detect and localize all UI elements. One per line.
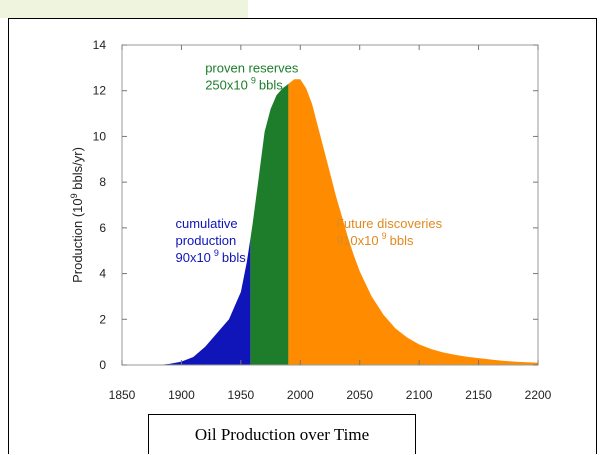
x-tick-label: 2150 bbox=[465, 388, 492, 402]
annotation-line: 90x10 9 bbls bbox=[175, 248, 246, 265]
area-future-discoveries bbox=[288, 79, 538, 366]
area-cumulative-production bbox=[157, 238, 251, 365]
chart-axes: 0 2 4 6 8 10 12 14 1850 1900 1950 2000 2050 2100 2150 2… bbox=[93, 38, 552, 402]
annotation-line: production bbox=[175, 233, 236, 248]
annotation-line: cumulative bbox=[175, 216, 237, 231]
plot-border bbox=[121, 44, 539, 366]
y-tick-label: 10 bbox=[93, 129, 107, 143]
tab-strip bbox=[0, 0, 248, 18]
figure-caption: Oil Production over Time bbox=[148, 414, 416, 454]
y-tick-label: 2 bbox=[99, 312, 106, 326]
annotation-line: Future discoveries bbox=[336, 216, 443, 231]
x-tick-label: 1900 bbox=[168, 388, 195, 402]
annotation-line: 250x10 9 bbls bbox=[205, 75, 283, 92]
x-tick-label: 2000 bbox=[287, 388, 314, 402]
y-tick-label: 0 bbox=[99, 358, 106, 372]
y-tick-label: 6 bbox=[99, 221, 106, 235]
annotation-line: proven reserves bbox=[205, 60, 299, 75]
area-proven-reserves bbox=[250, 83, 289, 366]
x-tick-label: 1950 bbox=[228, 388, 255, 402]
annotation-line: 910x10 9 bbls bbox=[336, 231, 414, 248]
y-tick-label: 4 bbox=[99, 267, 106, 281]
x-tick-label: 2200 bbox=[525, 388, 552, 402]
y-tick-label: 14 bbox=[93, 38, 107, 52]
y-tick-label: 12 bbox=[93, 84, 107, 98]
chart-areas bbox=[157, 79, 538, 366]
x-tick-label: 2100 bbox=[406, 388, 433, 402]
caption-text: Oil Production over Time bbox=[194, 425, 370, 444]
x-tick-label: 2050 bbox=[346, 388, 373, 402]
x-tick-label: 1850 bbox=[109, 388, 136, 402]
y-tick-label: 8 bbox=[99, 175, 106, 189]
y-axis-label: Production (109 bbls/yr) bbox=[69, 147, 85, 283]
